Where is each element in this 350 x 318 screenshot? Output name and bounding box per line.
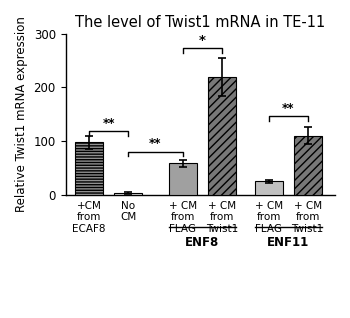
Text: ENF11: ENF11: [267, 236, 309, 249]
Bar: [169, 163, 197, 195]
Text: *: *: [199, 34, 206, 47]
Y-axis label: Relative Twist1 mRNA expression: Relative Twist1 mRNA expression: [15, 16, 28, 212]
Bar: [114, 193, 142, 195]
Title: The level of Twist1 mRNA in TE-11: The level of Twist1 mRNA in TE-11: [75, 15, 326, 30]
Text: **: **: [102, 117, 115, 130]
Bar: [208, 77, 236, 195]
Bar: [75, 142, 103, 195]
Text: ENF8: ENF8: [185, 236, 219, 249]
Text: **: **: [149, 137, 162, 150]
Bar: [254, 181, 283, 195]
Text: **: **: [282, 102, 294, 115]
Bar: [294, 136, 322, 195]
